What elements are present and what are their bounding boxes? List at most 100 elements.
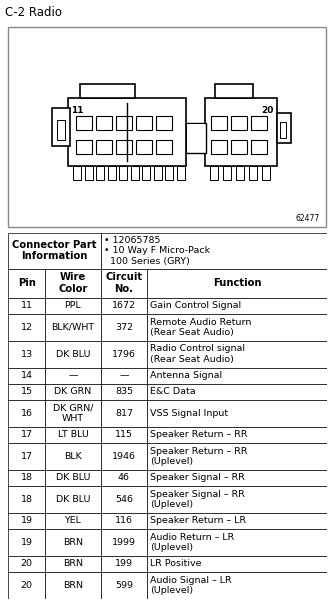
Bar xyxy=(154,166,162,180)
Text: 19: 19 xyxy=(21,517,33,526)
Bar xyxy=(249,166,257,180)
Text: Audio Signal – LR
(Uplevel): Audio Signal – LR (Uplevel) xyxy=(150,576,232,595)
Bar xyxy=(131,166,139,180)
Bar xyxy=(96,166,104,180)
Text: LT BLU: LT BLU xyxy=(57,430,89,439)
Bar xyxy=(231,116,247,130)
Bar xyxy=(8,513,45,529)
Text: 372: 372 xyxy=(115,323,133,332)
Bar xyxy=(101,572,147,599)
Bar xyxy=(187,124,205,152)
Text: 835: 835 xyxy=(115,388,133,397)
Bar xyxy=(210,166,218,180)
Bar xyxy=(96,140,112,154)
Text: Pin: Pin xyxy=(18,278,36,288)
Bar xyxy=(101,400,147,427)
Bar xyxy=(8,470,45,486)
Bar xyxy=(101,556,147,572)
Text: 20: 20 xyxy=(262,106,274,115)
Text: • 12065785
• 10 Way F Micro-Pack
  100 Series (GRY): • 12065785 • 10 Way F Micro-Pack 100 Ser… xyxy=(104,236,210,266)
Bar xyxy=(45,470,101,486)
Bar xyxy=(165,166,173,180)
Bar xyxy=(8,443,45,470)
Text: PPL: PPL xyxy=(64,301,81,310)
Text: Audio Return – LR
(Uplevel): Audio Return – LR (Uplevel) xyxy=(150,533,234,552)
Text: BRN: BRN xyxy=(63,581,83,590)
Bar xyxy=(147,341,327,368)
Text: 62477: 62477 xyxy=(296,214,320,223)
Text: Speaker Return – RR
(Uplevel): Speaker Return – RR (Uplevel) xyxy=(150,446,248,466)
Text: DK BLU: DK BLU xyxy=(56,473,90,482)
Bar xyxy=(147,298,327,314)
Text: Radio Control signal
(Rear Seat Audio): Radio Control signal (Rear Seat Audio) xyxy=(150,344,245,364)
Text: 17: 17 xyxy=(21,430,33,439)
Bar xyxy=(45,384,101,400)
Bar xyxy=(101,470,147,486)
Bar xyxy=(101,269,147,298)
Bar xyxy=(8,341,45,368)
Text: 15: 15 xyxy=(21,388,33,397)
Bar xyxy=(101,384,147,400)
Text: 19: 19 xyxy=(21,538,33,547)
Text: 1946: 1946 xyxy=(112,452,136,461)
Text: Gain Control Signal: Gain Control Signal xyxy=(150,301,241,310)
Text: —: — xyxy=(68,371,78,380)
Bar xyxy=(8,572,45,599)
Bar xyxy=(45,529,101,556)
Text: BRN: BRN xyxy=(63,538,83,547)
Text: 115: 115 xyxy=(115,430,133,439)
Text: LR Positive: LR Positive xyxy=(150,559,202,568)
Bar xyxy=(251,140,267,154)
Text: C-2 Radio: C-2 Radio xyxy=(5,6,62,19)
Bar xyxy=(136,140,152,154)
Bar xyxy=(45,486,101,513)
Bar xyxy=(205,98,277,166)
Bar xyxy=(8,556,45,572)
Bar xyxy=(101,314,147,341)
Bar xyxy=(147,470,327,486)
Bar xyxy=(45,400,101,427)
Bar xyxy=(147,368,327,384)
Text: 18: 18 xyxy=(21,473,33,482)
Bar xyxy=(119,166,127,180)
Bar xyxy=(231,140,247,154)
Text: E&C Data: E&C Data xyxy=(150,388,196,397)
Text: 20: 20 xyxy=(21,581,33,590)
Text: 18: 18 xyxy=(21,495,33,504)
Bar xyxy=(76,116,92,130)
Bar xyxy=(45,314,101,341)
Text: DK GRN/
WHT: DK GRN/ WHT xyxy=(53,404,93,423)
Bar xyxy=(211,140,227,154)
Bar xyxy=(45,368,101,384)
Bar xyxy=(8,384,45,400)
Bar xyxy=(147,400,327,427)
Text: 11: 11 xyxy=(21,301,33,310)
Bar xyxy=(8,427,45,443)
Text: BLK/WHT: BLK/WHT xyxy=(51,323,95,332)
Bar xyxy=(116,140,132,154)
Text: Speaker Signal – RR: Speaker Signal – RR xyxy=(150,473,245,482)
Bar xyxy=(147,314,327,341)
Text: 1999: 1999 xyxy=(112,538,136,547)
Text: Speaker Return – LR: Speaker Return – LR xyxy=(150,517,246,526)
Bar xyxy=(45,427,101,443)
Bar xyxy=(45,513,101,529)
Bar xyxy=(45,269,101,298)
Bar xyxy=(52,108,70,146)
Text: 1796: 1796 xyxy=(112,350,136,359)
Text: 546: 546 xyxy=(115,495,133,504)
Bar xyxy=(45,341,101,368)
Text: 46: 46 xyxy=(118,473,130,482)
Bar xyxy=(101,298,147,314)
Text: Speaker Return – RR: Speaker Return – RR xyxy=(150,430,248,439)
Text: 11: 11 xyxy=(71,106,84,115)
Bar xyxy=(147,529,327,556)
Bar xyxy=(262,166,270,180)
Text: —: — xyxy=(119,371,129,380)
Text: 17: 17 xyxy=(21,452,33,461)
Bar xyxy=(45,556,101,572)
Bar xyxy=(280,122,286,138)
Bar xyxy=(277,113,291,143)
Bar xyxy=(45,298,101,314)
Bar xyxy=(147,486,327,513)
